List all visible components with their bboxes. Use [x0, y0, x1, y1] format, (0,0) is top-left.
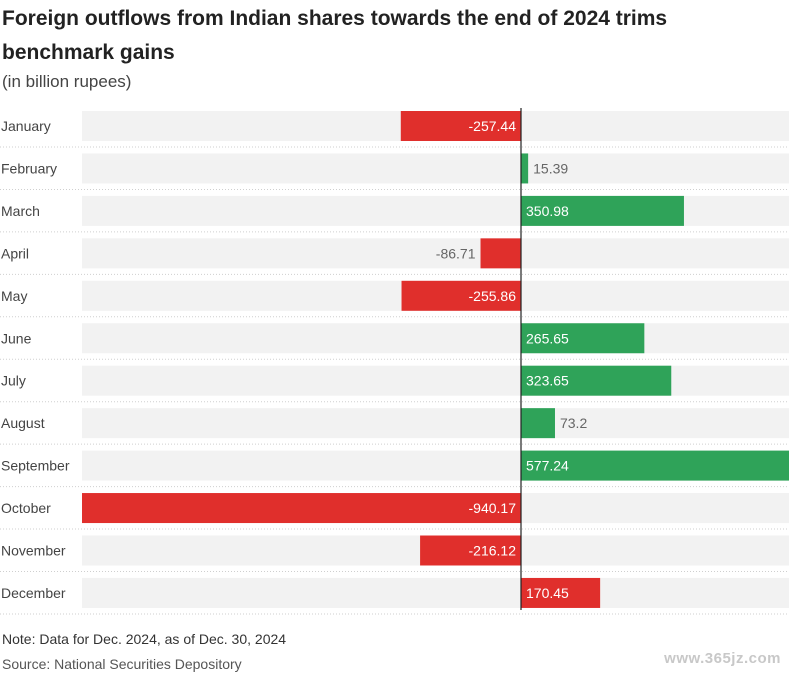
category-label: March	[1, 203, 40, 219]
chart-note: Note: Data for Dec. 2024, as of Dec. 30,…	[2, 631, 287, 647]
row-background	[82, 577, 789, 608]
value-label: -940.17	[469, 500, 517, 516]
chart-source: Source: National Securities Depository	[2, 656, 242, 672]
value-label: -216.12	[469, 543, 517, 559]
category-label: September	[1, 458, 70, 474]
category-label: January	[1, 118, 51, 134]
bar	[521, 450, 789, 481]
row-background	[82, 323, 789, 354]
value-label: 577.24	[526, 458, 569, 474]
value-label: -255.86	[469, 288, 517, 304]
bar	[521, 195, 684, 226]
category-label: June	[1, 330, 32, 346]
bar	[480, 238, 521, 269]
value-label: -257.44	[469, 118, 517, 134]
row-background	[82, 365, 789, 396]
value-label: 350.98	[526, 203, 569, 219]
bar	[420, 535, 521, 566]
value-label: 73.2	[560, 415, 587, 431]
category-label: July	[1, 373, 26, 389]
value-label: 323.65	[526, 373, 569, 389]
value-label: 265.65	[526, 330, 569, 346]
bar	[400, 111, 521, 141]
value-label: 170.45	[526, 585, 569, 601]
bar	[521, 153, 529, 184]
bar	[521, 577, 601, 608]
category-label: August	[1, 415, 45, 431]
value-label: 15.39	[533, 160, 568, 176]
category-label: October	[1, 500, 51, 516]
chart-title: Foreign outflows from Indian shares towa…	[2, 7, 668, 64]
value-label: -86.71	[436, 245, 476, 261]
watermark: www.365jz.com	[664, 650, 781, 667]
category-label: February	[1, 160, 57, 176]
category-label: May	[1, 288, 27, 304]
category-label: December	[1, 585, 66, 601]
bar	[521, 365, 672, 396]
bar-chart: January -257.44 February 15.39 March 350.98 Ap…	[0, 108, 789, 615]
row-background	[82, 408, 789, 439]
row-background	[82, 238, 789, 269]
row-background	[82, 153, 789, 184]
bar	[401, 280, 521, 311]
bar	[521, 323, 645, 354]
category-label: April	[1, 245, 29, 261]
chart-subtitle: (in billion rupees)	[2, 72, 132, 91]
bar	[521, 408, 555, 439]
bar	[82, 493, 521, 524]
category-label: November	[1, 543, 66, 559]
